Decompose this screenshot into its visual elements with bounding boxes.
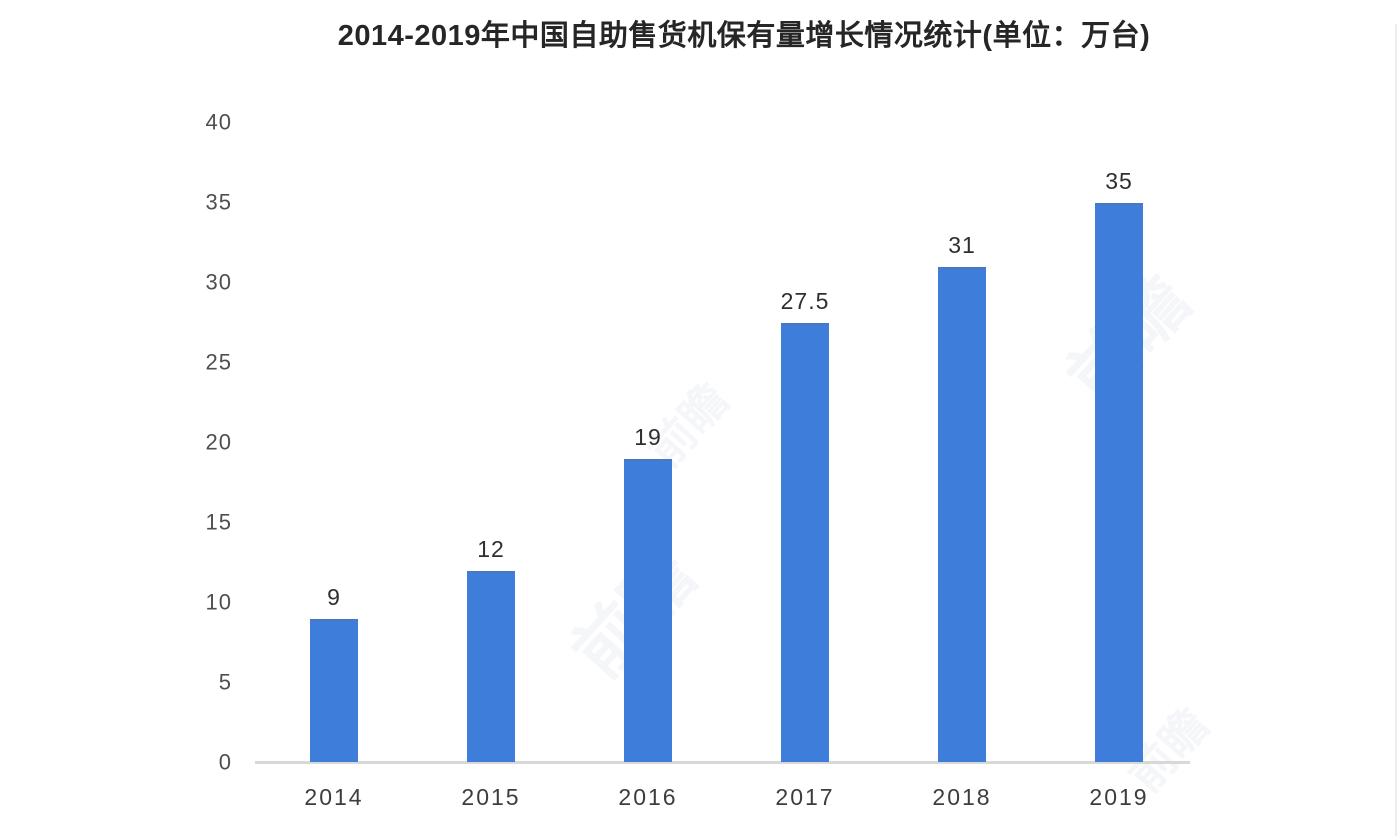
y-tick-label: 20 <box>205 429 232 455</box>
y-tick-label: 15 <box>205 509 232 535</box>
category-label-2019: 2019 <box>1089 784 1149 810</box>
bar-2017 <box>781 323 829 762</box>
category-label-2014: 2014 <box>304 784 364 810</box>
bar-2019 <box>1095 203 1143 762</box>
value-label-2018: 31 <box>948 232 976 258</box>
bar-2015 <box>467 571 515 762</box>
y-tick-label: 5 <box>218 669 232 695</box>
category-label-2016: 2016 <box>618 784 678 810</box>
category-label-2015: 2015 <box>461 784 521 810</box>
y-tick-label: 10 <box>205 589 232 615</box>
value-label-2019: 35 <box>1105 168 1133 194</box>
bar-2014 <box>310 619 358 762</box>
y-tick-label: 35 <box>205 189 232 215</box>
screenshot-edge-artifact <box>1395 24 1397 836</box>
value-label-2014: 9 <box>327 584 341 610</box>
bar-2018 <box>938 267 986 762</box>
value-label-2015: 12 <box>477 536 505 562</box>
bar-2016 <box>624 459 672 762</box>
value-label-2017: 27.5 <box>780 288 830 314</box>
y-tick-label: 40 <box>205 109 232 135</box>
y-tick-label: 30 <box>205 269 232 295</box>
category-label-2018: 2018 <box>932 784 992 810</box>
chart-title: 2014-2019年中国自助售货机保有量增长情况统计(单位：万台) <box>337 20 1151 52</box>
value-label-2016: 19 <box>634 424 662 450</box>
y-tick-label: 0 <box>218 749 232 775</box>
y-tick-label: 25 <box>205 349 232 375</box>
category-label-2017: 2017 <box>775 784 835 810</box>
x-axis-line <box>255 761 1190 764</box>
